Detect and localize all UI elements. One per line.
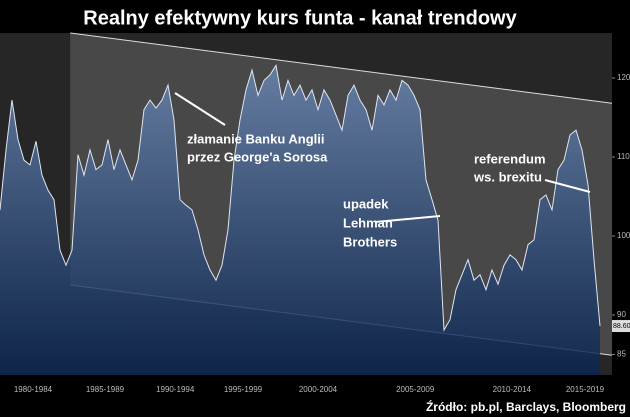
annotation: Lehman (343, 215, 393, 230)
x-tick-label: 2015-2019 (566, 385, 605, 394)
last-value-box (612, 320, 630, 333)
source: Źródło: pb.pl, Barclays, Bloomberg (426, 399, 626, 414)
x-tick-label: 2010-2014 (493, 385, 532, 394)
connector (374, 215, 441, 223)
y-tick-label: 90 (617, 310, 626, 319)
annotation: złamanie Banku Anglii (187, 131, 325, 146)
y-tick-label: 120 (617, 73, 630, 82)
y-tick-label: 85 (617, 350, 626, 359)
x-tick-label: 2005-2009 (396, 385, 435, 394)
y-tick-label: 110 (617, 152, 630, 161)
annotation: ws. brexitu (473, 169, 542, 184)
channel-line (70, 32, 613, 104)
area (0, 65, 600, 376)
x-tick-label: 2000-2004 (299, 385, 338, 394)
annotation: Brothers (343, 234, 397, 249)
x-axis-band (0, 375, 630, 400)
y-tick-label: 100 (617, 231, 630, 240)
chart-title: Realny efektywny kurs funta - kanał tren… (83, 7, 517, 29)
x-tick-label: 1985-1989 (86, 385, 125, 394)
x-tick-label: 1995-1999 (224, 385, 263, 394)
connector (544, 179, 591, 193)
x-tick-label: 1980-1984 (14, 385, 53, 394)
connector (174, 92, 226, 126)
x-tick-label: 1990-1994 (156, 385, 195, 394)
annotation: przez George'a Sorosa (187, 149, 328, 164)
y-axis-band (612, 33, 630, 375)
line (0, 64, 601, 332)
annotation: referendum (474, 151, 546, 166)
last-value-label: 88.60 (613, 323, 630, 330)
annotation: upadek (343, 196, 389, 211)
